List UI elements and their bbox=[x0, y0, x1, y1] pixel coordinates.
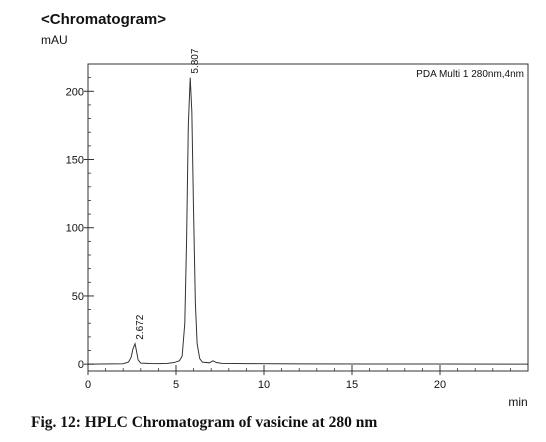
x-axis-label: min bbox=[508, 395, 527, 409]
x-tick-label: 15 bbox=[346, 379, 358, 391]
x-tick-label: 5 bbox=[173, 379, 179, 391]
figure-caption: Fig. 12: HPLC Chromatogram of vasicine a… bbox=[31, 414, 377, 431]
x-tick-label: 20 bbox=[434, 379, 446, 391]
chart-title: <Chromatogram> bbox=[41, 11, 166, 28]
y-axis-ticks: 0 50 100 150 200 bbox=[66, 86, 94, 371]
y-tick-label: 0 bbox=[78, 359, 84, 371]
legend-entry: PDA Multi 1 280nm,4nm bbox=[416, 69, 524, 80]
x-tick-label: 10 bbox=[258, 379, 270, 391]
plot-frame bbox=[87, 63, 529, 372]
minor-ticks bbox=[88, 63, 511, 371]
y-tick-label: 200 bbox=[66, 86, 84, 98]
y-tick-label: 150 bbox=[66, 155, 84, 167]
y-axis-label: mAU bbox=[41, 33, 68, 47]
peak-label: 2.672 bbox=[135, 314, 146, 339]
y-tick-label: 50 bbox=[72, 291, 84, 303]
series-line bbox=[87, 77, 529, 365]
x-axis-ticks: 0 5 10 15 20 bbox=[85, 365, 446, 391]
y-tick-label: 100 bbox=[66, 223, 84, 235]
peak-labels: 2.672 5.807 bbox=[135, 48, 201, 340]
x-tick-label: 0 bbox=[85, 379, 91, 391]
peak-label: 5.807 bbox=[190, 48, 201, 73]
